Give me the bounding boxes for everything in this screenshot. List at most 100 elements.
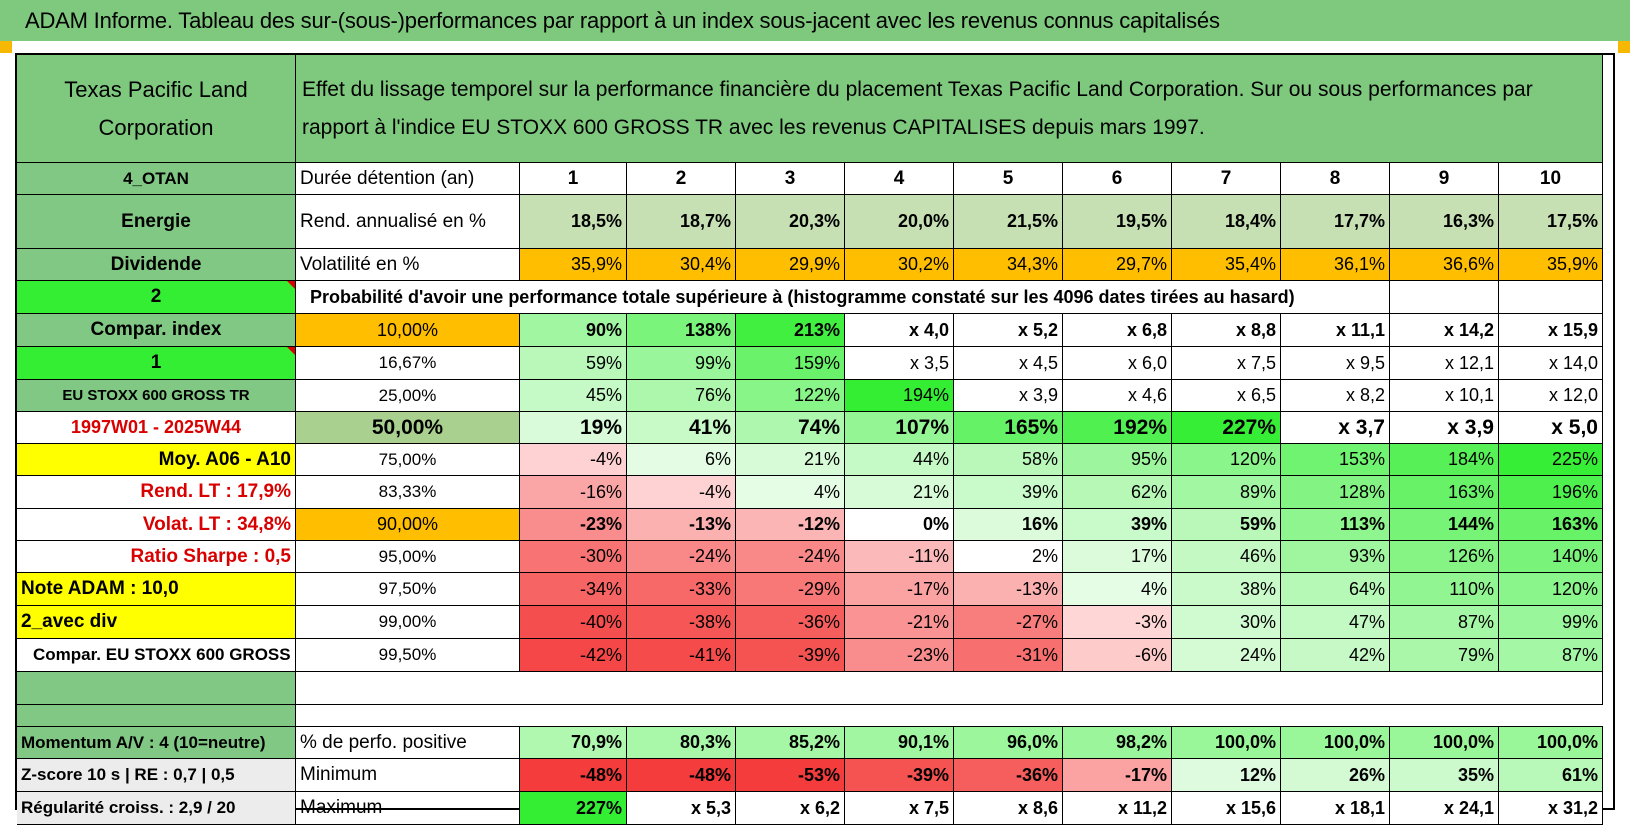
probability-value: x 3,5 (845, 347, 954, 380)
probability-threshold: 83,33% (296, 476, 520, 509)
minimum-value: 35% (1390, 759, 1499, 792)
maximum-value: x 8,6 (954, 792, 1063, 825)
maximum-value: x 6,2 (736, 792, 845, 825)
year-header: 2 (627, 163, 736, 195)
annual-return-value: 18,7% (627, 195, 736, 249)
probability-value: 95% (1063, 444, 1172, 476)
volatility-value: 29,9% (736, 249, 845, 281)
probability-value: -16% (520, 476, 627, 509)
probability-value: -23% (520, 509, 627, 541)
probability-value: 46% (1172, 541, 1281, 573)
probability-value: 122% (736, 380, 845, 412)
probability-value: -27% (954, 606, 1063, 639)
minimum-value: -17% (1063, 759, 1172, 792)
probability-value: 90% (520, 314, 627, 347)
probability-value: x 10,1 (1390, 380, 1499, 412)
probability-value: 110% (1390, 573, 1499, 606)
minimum-value: -48% (520, 759, 627, 792)
probability-value: 138% (627, 314, 736, 347)
probability-value: -24% (736, 541, 845, 573)
probability-value: x 14,0 (1499, 347, 1603, 380)
probability-value: 144% (1390, 509, 1499, 541)
gap-row (17, 705, 1603, 727)
probability-value: 19% (520, 412, 627, 444)
probability-value: -23% (845, 639, 954, 672)
probability-value: -4% (627, 476, 736, 509)
probability-value: 225% (1499, 444, 1603, 476)
volatility-value: 30,4% (627, 249, 736, 281)
probability-value: x 9,5 (1281, 347, 1390, 380)
maximum-value: x 11,2 (1063, 792, 1172, 825)
side-label: Note ADAM : 10,0 (17, 573, 296, 606)
probability-value: x 14,2 (1390, 314, 1499, 347)
annual-return-value: 20,3% (736, 195, 845, 249)
probability-value: x 11,1 (1281, 314, 1390, 347)
probability-value: x 7,5 (1172, 347, 1281, 380)
probability-value: x 4,0 (845, 314, 954, 347)
side-label: 2_avec div (17, 606, 296, 639)
probability-value: x 15,9 (1499, 314, 1603, 347)
probability-threshold: 10,00% (296, 314, 520, 347)
probability-value: 47% (1281, 606, 1390, 639)
probability-value: x 12,1 (1390, 347, 1499, 380)
probability-value: 194% (845, 380, 954, 412)
probability-value: 213% (736, 314, 845, 347)
minimum-value: 61% (1499, 759, 1603, 792)
minimum-value: 12% (1172, 759, 1281, 792)
probability-value: 24% (1172, 639, 1281, 672)
volatility-value: 35,9% (520, 249, 627, 281)
probability-value: -11% (845, 541, 954, 573)
probability-threshold: 16,67% (296, 347, 520, 380)
probability-value: -40% (520, 606, 627, 639)
annual-return-value: 21,5% (954, 195, 1063, 249)
annual-return-value: 17,5% (1499, 195, 1603, 249)
probability-value: 159% (736, 347, 845, 380)
positive-perf-value: 100,0% (1390, 727, 1499, 759)
annual-return-value: 16,3% (1390, 195, 1499, 249)
performance-table: Texas Pacific Land Corporation Effet du l… (15, 53, 1615, 825)
positive-perf-value: 100,0% (1281, 727, 1390, 759)
probability-value: 120% (1499, 573, 1603, 606)
annual-return-label: Rend. annualisé en % (296, 195, 520, 249)
probability-threshold: 99,00% (296, 606, 520, 639)
maximum-value: x 5,3 (627, 792, 736, 825)
probability-value: x 6,0 (1063, 347, 1172, 380)
maximum-value: x 18,1 (1281, 792, 1390, 825)
side-label: Dividende (17, 249, 296, 281)
probability-value: -12% (736, 509, 845, 541)
probability-threshold: 75,00% (296, 444, 520, 476)
probability-value: 59% (520, 347, 627, 380)
empty-cell (1390, 281, 1499, 314)
probability-value: 45% (520, 380, 627, 412)
probability-value: 113% (1281, 509, 1390, 541)
annual-return-value: 17,7% (1281, 195, 1390, 249)
probability-value: -6% (1063, 639, 1172, 672)
probability-value: 153% (1281, 444, 1390, 476)
probability-value: 107% (845, 412, 954, 444)
annual-return-value: 20,0% (845, 195, 954, 249)
corner-marker-left (0, 41, 12, 53)
spacer-cell (17, 672, 296, 705)
side-label: Compar. index (17, 314, 296, 347)
volatility-value: 29,7% (1063, 249, 1172, 281)
year-header: 5 (954, 163, 1063, 195)
probability-threshold: 95,00% (296, 541, 520, 573)
probability-value: 89% (1172, 476, 1281, 509)
probability-value: 38% (1172, 573, 1281, 606)
volatility-label: Volatilité en % (296, 249, 520, 281)
side-label: Rend. LT : 17,9% (17, 476, 296, 509)
side-label: 1997W01 - 2025W44 (17, 412, 296, 444)
probability-value: -38% (627, 606, 736, 639)
year-header: 4 (845, 163, 954, 195)
side-label: Régularité croiss. : 2,9 / 20 (17, 792, 296, 825)
probability-value: x 6,5 (1172, 380, 1281, 412)
probability-value: x 6,8 (1063, 314, 1172, 347)
probability-value: 42% (1281, 639, 1390, 672)
minimum-value: -39% (845, 759, 954, 792)
probability-value: -13% (627, 509, 736, 541)
probability-value: x 3,9 (1390, 412, 1499, 444)
probability-value: -41% (627, 639, 736, 672)
probability-value: 163% (1390, 476, 1499, 509)
probability-threshold: 50,00% (296, 412, 520, 444)
probability-value: 184% (1390, 444, 1499, 476)
